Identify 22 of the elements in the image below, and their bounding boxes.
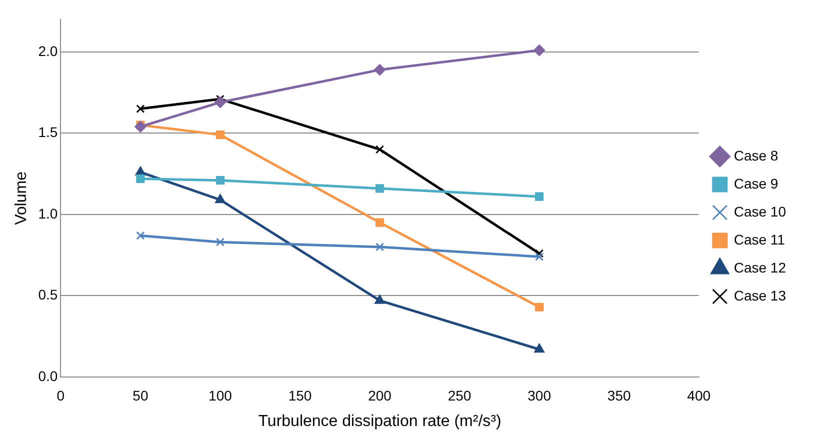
x-tick-label: 350 <box>607 387 631 404</box>
legend-label: Case 9 <box>734 175 778 192</box>
y-tick-label: 1.5 <box>38 124 58 140</box>
y-tick-label: 0.0 <box>38 368 58 384</box>
x-tick-label: 0 <box>56 387 65 404</box>
legend-label: Case 12 <box>734 259 786 276</box>
legend-label: Case 8 <box>734 147 778 164</box>
y-tick-label: 2.0 <box>38 42 58 59</box>
x-tick-label: 300 <box>528 387 552 404</box>
x-tick-label: 250 <box>448 387 472 404</box>
x-tick-label: 400 <box>687 387 711 404</box>
x-axis-title: Turbulence dissipation rate (m²/s³) <box>258 412 502 430</box>
x-tick-label: 50 <box>132 387 148 404</box>
x-tick-label: 200 <box>368 387 392 404</box>
legend-label: Case 10 <box>734 203 786 220</box>
y-axis-title: Volume <box>13 171 30 225</box>
x-tick-label: 100 <box>208 387 232 404</box>
y-tick-label: 0.5 <box>38 286 58 303</box>
x-tick-label: 150 <box>288 387 312 404</box>
legend-label: Case 11 <box>734 231 786 248</box>
y-tick-label: 1.0 <box>38 205 58 222</box>
legend-label: Case 13 <box>734 287 786 304</box>
